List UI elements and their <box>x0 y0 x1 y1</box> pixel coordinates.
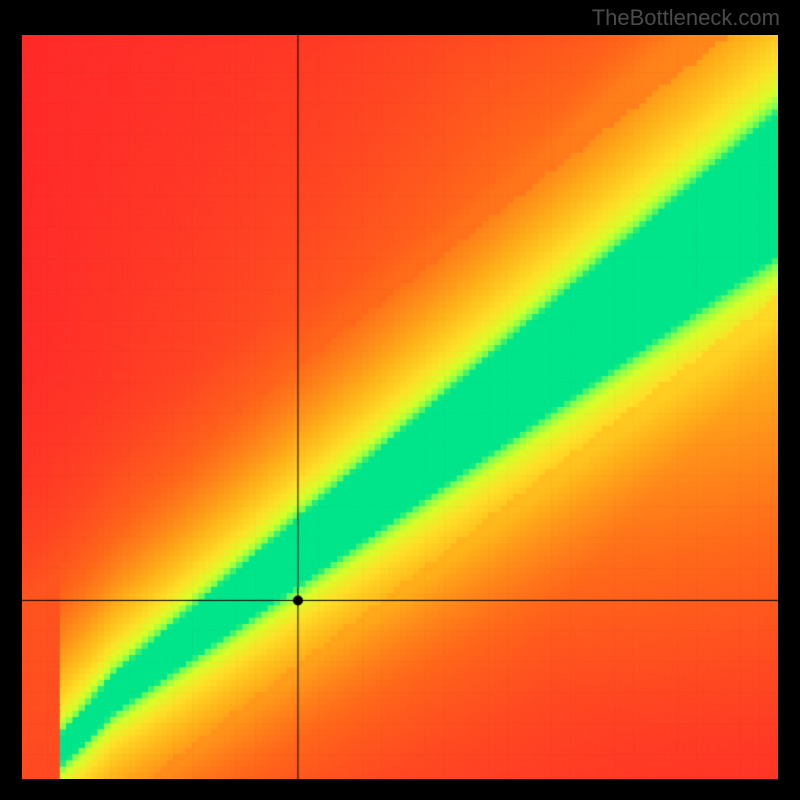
heatmap-canvas <box>22 35 778 779</box>
watermark-text: TheBottleneck.com <box>592 5 780 31</box>
heatmap-plot <box>22 35 778 779</box>
chart-container: TheBottleneck.com <box>0 0 800 800</box>
